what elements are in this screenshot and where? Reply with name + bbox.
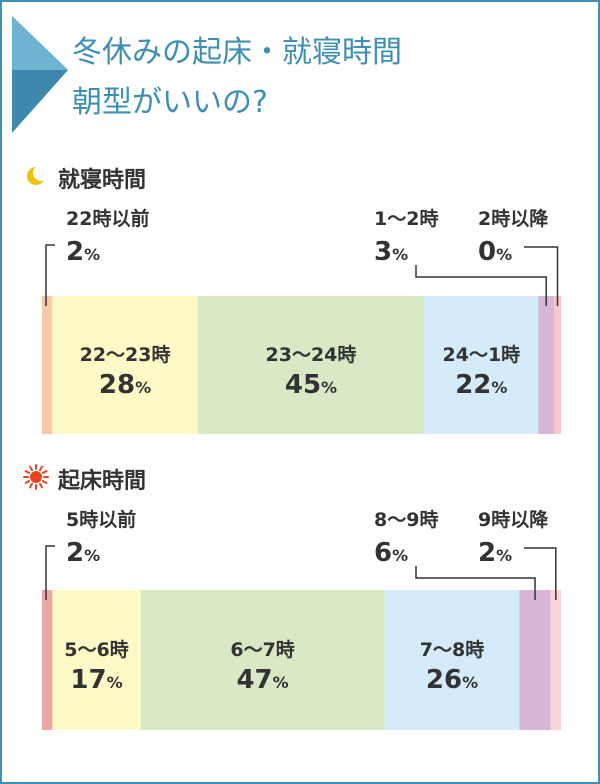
outside-label-bedtime-1: 22時以前	[66, 207, 149, 230]
outside-label-wakeup-5: 8〜9時	[374, 509, 438, 531]
outside-value-bedtime-5: 3%	[374, 237, 408, 267]
bar-segment-bedtime-5	[538, 296, 554, 434]
leader-line-bedtime-5	[415, 265, 547, 306]
sun-ray	[29, 482, 33, 489]
page-title-line1: 冬休みの起床・就寝時間	[72, 35, 402, 70]
bar-segment-wakeup-2	[52, 590, 141, 730]
sun-ray	[29, 465, 33, 472]
sun-ray	[39, 482, 43, 489]
leader-line-bedtime-1	[45, 244, 55, 306]
leader-line-wakeup-6	[524, 547, 557, 600]
chart-title-bedtime: 就寝時間	[58, 167, 146, 193]
outside-value-wakeup-1: 2%	[66, 538, 100, 568]
leader-line-bedtime-6	[524, 246, 559, 306]
chart-wakeup	[42, 545, 561, 730]
bar-segment-wakeup-4	[384, 590, 520, 730]
leader-line-wakeup-5	[415, 566, 536, 600]
bar-segment-bedtime-3	[197, 296, 425, 434]
outside-label-wakeup-1: 5時以前	[66, 508, 136, 531]
bar-segment-bedtime-6	[554, 296, 561, 434]
moon-icon	[27, 165, 49, 185]
title-triangle-highlight	[12, 16, 68, 70]
bar-label-bedtime-3: 23〜24時	[266, 344, 357, 366]
bar-value-bedtime-2: 28%	[99, 370, 151, 400]
page-title-line2: 朝型がいいの?	[72, 85, 268, 120]
outside-value-wakeup-5: 6%	[374, 538, 408, 568]
bar-label-wakeup-2: 5〜6時	[64, 639, 128, 661]
chart-title-wakeup: 起床時間	[57, 468, 146, 494]
bar-value-wakeup-3: 47%	[236, 665, 288, 695]
sun-ray	[41, 480, 48, 484]
bar-segment-bedtime-2	[52, 296, 198, 434]
bar-label-bedtime-2: 22〜23時	[80, 344, 171, 366]
bar-value-wakeup-4: 26%	[426, 665, 478, 695]
outside-label-wakeup-6: 9時以降	[478, 508, 549, 531]
bar-value-bedtime-3: 45%	[285, 370, 337, 400]
sun-ray	[24, 470, 31, 474]
outside-value-bedtime-1: 2%	[66, 237, 100, 267]
bar-value-bedtime-4: 22%	[455, 370, 507, 400]
sun-disc	[30, 471, 42, 483]
bar-segment-wakeup-5	[519, 590, 551, 730]
outside-value-bedtime-6: 0%	[478, 237, 512, 267]
bar-segment-wakeup-3	[140, 590, 385, 730]
outside-label-bedtime-6: 2時以降	[478, 207, 549, 230]
moon-cutout	[33, 165, 49, 181]
bar-label-wakeup-3: 6〜7時	[230, 639, 294, 661]
bar-segment-wakeup-6	[550, 590, 561, 730]
leader-line-wakeup-1	[45, 545, 55, 600]
bar-label-wakeup-4: 7〜8時	[420, 639, 484, 661]
outside-label-bedtime-5: 1〜2時	[374, 208, 438, 230]
sun-ray	[24, 480, 31, 484]
bar-segment-bedtime-1	[42, 296, 53, 434]
sun-ray	[39, 465, 43, 472]
sun-icon	[23, 464, 49, 490]
bar-segment-bedtime-4	[424, 296, 539, 434]
sun-ray	[41, 470, 48, 474]
bar-label-bedtime-4: 24〜1時	[443, 344, 521, 366]
chart-bedtime	[42, 244, 561, 434]
bar-segment-wakeup-1	[42, 590, 53, 730]
bar-value-wakeup-2: 17%	[70, 665, 122, 695]
outside-value-wakeup-6: 2%	[478, 538, 512, 568]
